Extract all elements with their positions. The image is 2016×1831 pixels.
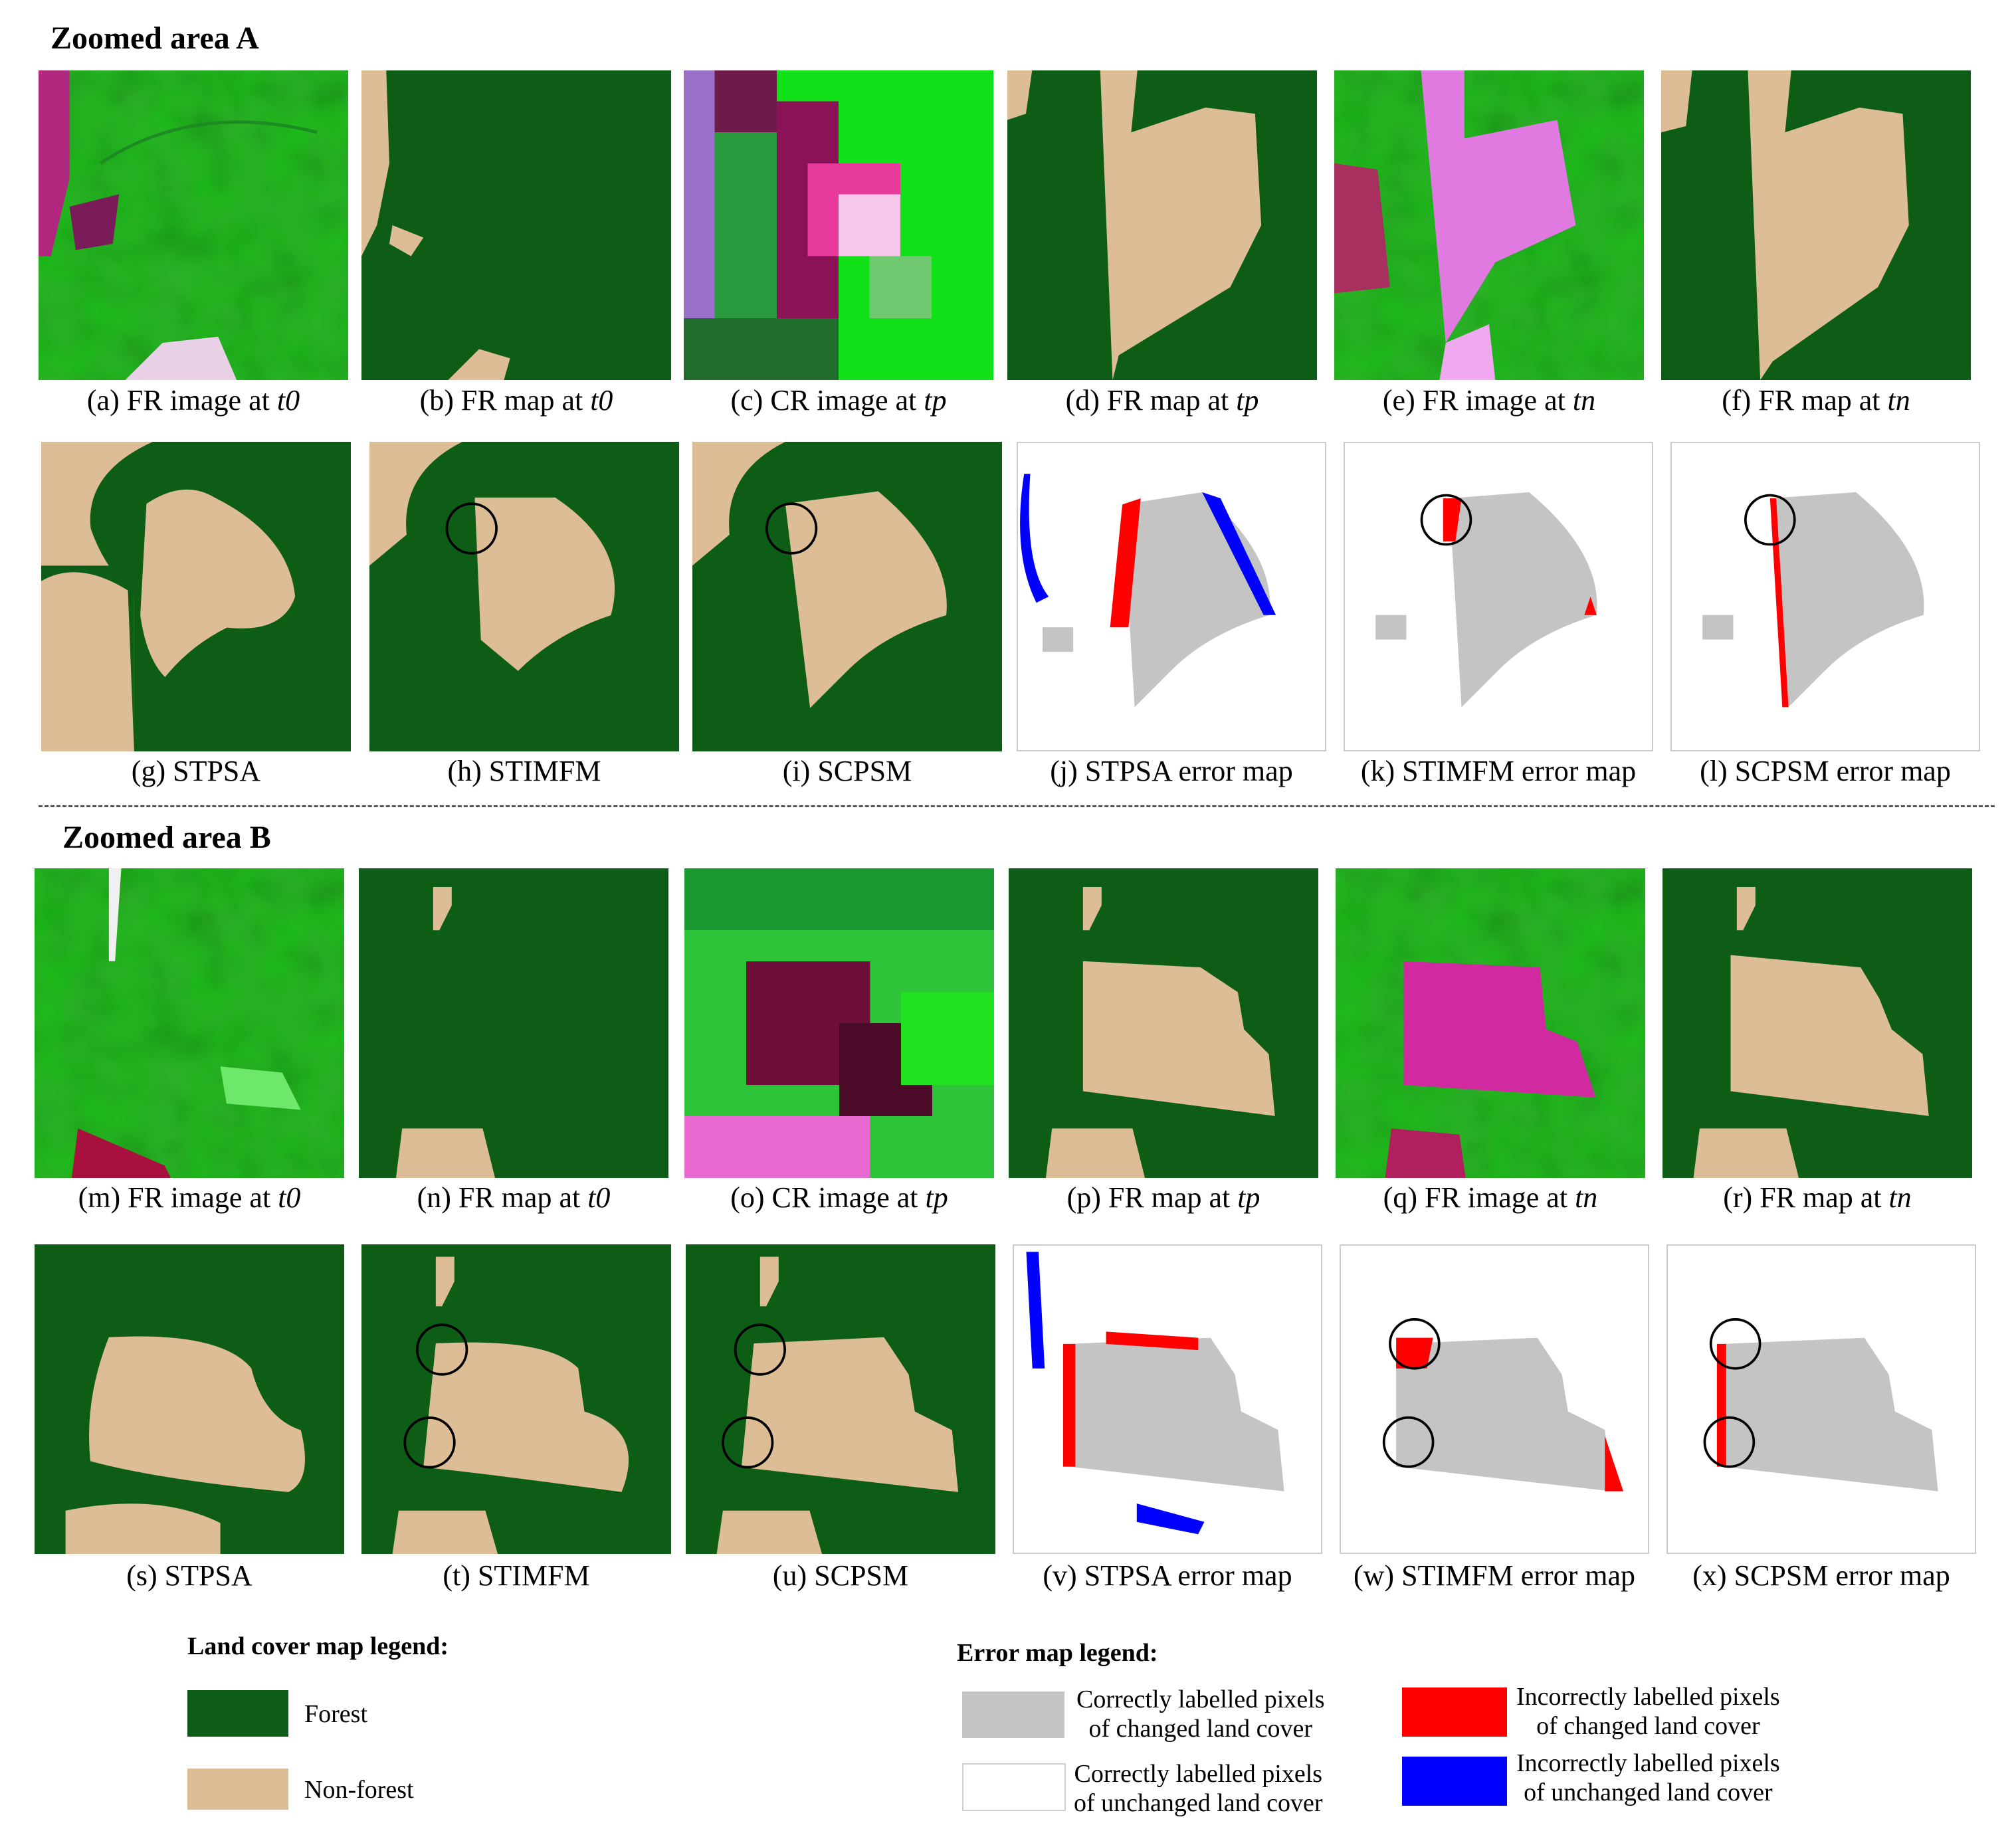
panel-t-stimfm bbox=[361, 1244, 671, 1554]
panel-h-stimfm bbox=[369, 442, 679, 751]
panel-f-fr-map-tn bbox=[1661, 70, 1971, 380]
panel-x-scpsm-error-map bbox=[1666, 1244, 1976, 1554]
legend-incorrect-changed-label: Incorrectly labelled pixels of changed la… bbox=[1516, 1683, 1780, 1740]
panel-d-fr-map-tp bbox=[1007, 70, 1317, 380]
caption-e: (e) FR image at tn bbox=[1382, 384, 1596, 417]
caption-b: (b) FR map at t0 bbox=[419, 384, 613, 417]
panel-v-stpsa-error-map bbox=[1013, 1244, 1322, 1554]
legend-nonforest-swatch bbox=[187, 1769, 288, 1810]
land-legend-title: Land cover map legend: bbox=[187, 1632, 449, 1660]
legend-forest-swatch bbox=[187, 1690, 288, 1737]
caption-a: (a) FR image at t0 bbox=[86, 384, 300, 417]
legend-incorrect-changed-swatch bbox=[1402, 1687, 1507, 1737]
panel-w-stimfm-error-map bbox=[1340, 1244, 1649, 1554]
caption-c: (c) CR image at tp bbox=[730, 384, 947, 417]
caption-r: (r) FR map at tn bbox=[1723, 1181, 1912, 1214]
caption-i: (i) SCPSM bbox=[782, 755, 912, 787]
panel-i-scpsm bbox=[692, 442, 1002, 751]
panel-s-stpsa bbox=[35, 1244, 344, 1554]
caption-t: (t) STIMFM bbox=[443, 1559, 590, 1592]
legend-nonforest-label: Non-forest bbox=[304, 1776, 414, 1804]
caption-x: (x) SCPSM error map bbox=[1692, 1559, 1950, 1592]
caption-n: (n) FR map at t0 bbox=[417, 1181, 611, 1214]
caption-l: (l) SCPSM error map bbox=[1700, 755, 1951, 787]
panel-u-scpsm bbox=[686, 1244, 995, 1554]
panel-a-fr-image-t0 bbox=[39, 70, 348, 380]
panel-c-cr-image-tp bbox=[684, 70, 993, 380]
caption-w: (w) STIMFM error map bbox=[1353, 1559, 1636, 1592]
section-divider bbox=[39, 805, 1995, 807]
panel-l-scpsm-error-map bbox=[1670, 442, 1980, 751]
panel-p-fr-map-tp bbox=[1009, 868, 1318, 1178]
panel-g-stpsa bbox=[41, 442, 351, 751]
caption-q: (q) FR image at tn bbox=[1383, 1181, 1598, 1214]
panel-r-fr-map-tn bbox=[1663, 868, 1972, 1178]
panel-n-fr-map-t0 bbox=[359, 868, 668, 1178]
panel-o-cr-image-tp bbox=[684, 868, 994, 1178]
caption-s: (s) STPSA bbox=[126, 1559, 252, 1592]
caption-g: (g) STPSA bbox=[131, 755, 261, 787]
panel-b-fr-map-t0 bbox=[361, 70, 671, 380]
heading-area-b: Zoomed area B bbox=[62, 820, 271, 855]
panel-m-fr-image-t0 bbox=[35, 868, 344, 1178]
caption-k: (k) STIMFM error map bbox=[1360, 755, 1637, 787]
panel-e-fr-image-tn bbox=[1334, 70, 1644, 380]
caption-h: (h) STIMFM bbox=[447, 755, 601, 787]
legend-incorrect-unchanged-label: Incorrectly labelled pixels of unchanged … bbox=[1516, 1749, 1780, 1806]
panel-q-fr-image-tn bbox=[1336, 868, 1645, 1178]
caption-u: (u) SCPSM bbox=[772, 1559, 909, 1592]
panel-j-stpsa-error-map bbox=[1017, 442, 1326, 751]
caption-j: (j) STPSA error map bbox=[1050, 755, 1293, 787]
heading-area-a: Zoomed area A bbox=[50, 21, 259, 56]
caption-m: (m) FR image at t0 bbox=[78, 1181, 301, 1214]
caption-v: (v) STPSA error map bbox=[1043, 1559, 1292, 1592]
legend-correct-changed-label: Correctly labelled pixels of changed land… bbox=[1076, 1686, 1325, 1743]
legend-forest-label: Forest bbox=[304, 1700, 367, 1728]
caption-d: (d) FR map at tp bbox=[1065, 384, 1259, 417]
legend-correct-unchanged-label: Correctly labelled pixels of unchanged la… bbox=[1074, 1760, 1323, 1817]
caption-o: (o) CR image at tp bbox=[730, 1181, 948, 1214]
caption-p: (p) FR map at tp bbox=[1066, 1181, 1260, 1214]
legend-correct-unchanged-swatch bbox=[962, 1763, 1066, 1811]
caption-f: (f) FR map at tn bbox=[1722, 384, 1910, 417]
legend-incorrect-unchanged-swatch bbox=[1402, 1757, 1507, 1806]
legend-correct-changed-swatch bbox=[962, 1691, 1064, 1738]
panel-k-stimfm-error-map bbox=[1344, 442, 1653, 751]
error-legend-title: Error map legend: bbox=[957, 1639, 1158, 1667]
